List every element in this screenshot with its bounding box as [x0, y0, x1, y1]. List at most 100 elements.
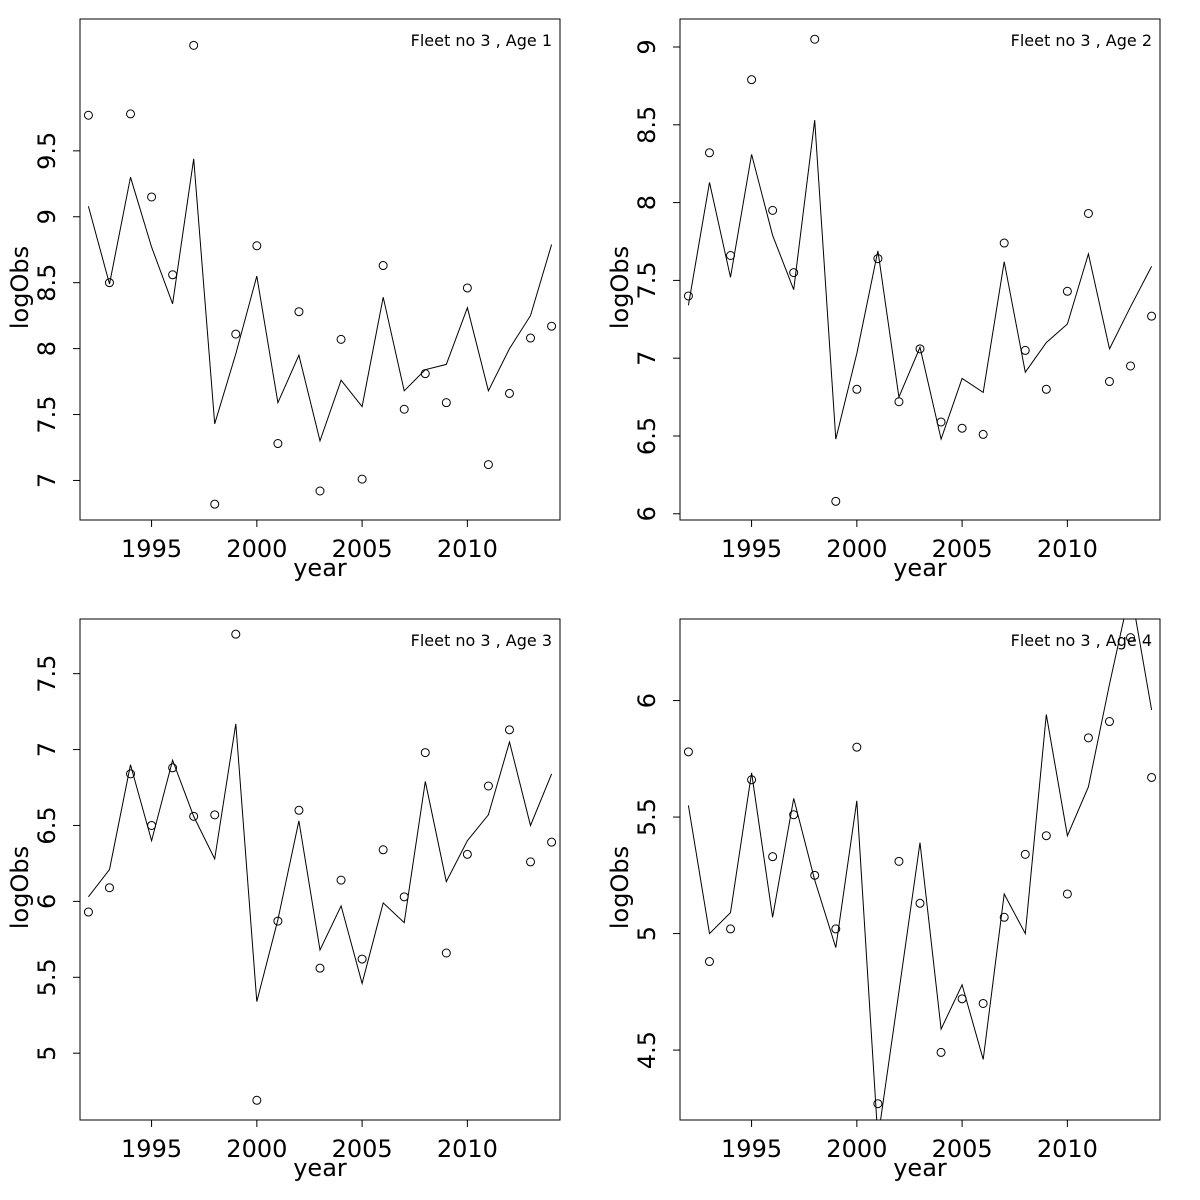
observation-point: [231, 629, 241, 639]
observation-point: [273, 439, 283, 449]
observation-point: [147, 192, 157, 202]
x-tick-label: 2005: [332, 535, 393, 563]
plot-area: [683, 34, 1157, 506]
observation-point: [189, 40, 199, 50]
observation-point: [1147, 311, 1157, 321]
observation-point: [294, 307, 304, 317]
y-tick-label: 7: [33, 742, 61, 757]
observation-point: [357, 954, 367, 964]
observation-point: [378, 845, 388, 855]
observation-point: [1062, 286, 1072, 296]
observation-point: [526, 333, 536, 343]
observation-point: [747, 75, 757, 85]
plot-frame: [79, 18, 561, 521]
panel-annotation: Fleet no 3 , Age 1: [411, 31, 552, 50]
observation-point: [231, 329, 241, 339]
observation-point: [726, 924, 736, 934]
plot-area: [83, 629, 557, 1105]
panel-annotation: Fleet no 3 , Age 3: [411, 631, 552, 650]
observation-point: [704, 957, 714, 967]
observation-point: [810, 870, 820, 880]
plot-frame: [679, 618, 1161, 1121]
observation-point: [999, 912, 1009, 922]
observation-point: [1041, 384, 1051, 394]
plot-area: [683, 619, 1157, 1120]
y-tick-label: 9.5: [33, 132, 61, 170]
panel-1: 1995 2000 2005 2010 7 7.5 8 8.5 9 9.5 year logObs Fl…: [6, 18, 561, 582]
observation-point: [83, 907, 93, 917]
y-tick-label: 5: [33, 1046, 61, 1061]
observation-point: [252, 241, 262, 251]
fitted-line: [687, 120, 1153, 441]
y-tick-label: 6: [633, 506, 661, 521]
y-tick-label: 8.5: [33, 264, 61, 302]
observation-point: [1041, 831, 1051, 841]
x-tick-label: 2005: [932, 535, 993, 563]
y-tick-label: 7: [33, 473, 61, 488]
x-tick-label: 1995: [121, 1135, 182, 1163]
observation-point: [1062, 889, 1072, 899]
plot-frame: [679, 18, 1161, 521]
observation-point: [399, 892, 409, 902]
observation-point: [104, 278, 114, 288]
observation-point: [747, 775, 757, 785]
panel-2: 1995 2000 2005 2010 6 6.5 7 7.5 8 8.5 9 year logObs F…: [606, 18, 1161, 582]
observation-point: [336, 875, 346, 885]
x-tick-label: 1995: [121, 535, 182, 563]
observation-point: [768, 205, 778, 215]
y-tick-label: 7.5: [33, 395, 61, 433]
observation-point: [336, 334, 346, 344]
observation-point: [852, 384, 862, 394]
y-tick-label: 5.5: [33, 958, 61, 996]
observation-point: [915, 344, 925, 354]
observation-point: [915, 898, 925, 908]
observation-point: [810, 34, 820, 44]
observation-point: [378, 261, 388, 271]
observation-point: [126, 109, 136, 119]
observation-point: [936, 1047, 946, 1057]
observation-point: [441, 948, 451, 958]
observation-point: [252, 1095, 262, 1105]
observation-point: [1083, 208, 1093, 218]
observation-point: [526, 857, 536, 867]
observation-point: [547, 321, 557, 331]
y-tick-label: 9: [33, 209, 61, 224]
y-tick-label: 7: [633, 351, 661, 366]
x-tick-label: 1995: [721, 535, 782, 563]
x-tick-label: 1995: [721, 1135, 782, 1163]
x-tick-label: 2000: [826, 535, 887, 563]
x-axis-title: year: [893, 554, 947, 582]
y-axis-title: logObs: [606, 246, 634, 329]
observation-point: [399, 404, 409, 414]
panel-annotation: Fleet no 3 , Age 2: [1011, 31, 1152, 50]
fitted-line: [88, 723, 553, 1002]
x-tick-label: 2000: [826, 1135, 887, 1163]
x-tick-label: 2010: [1037, 1135, 1098, 1163]
observation-point: [83, 110, 93, 120]
y-tick-label: 8: [633, 195, 661, 210]
observation-point: [420, 748, 430, 758]
y-tick-label: 7.5: [633, 261, 661, 299]
observation-point: [894, 856, 904, 866]
observation-point: [315, 486, 325, 496]
observation-point: [1126, 633, 1136, 643]
observation-point: [357, 474, 367, 484]
x-tick-label: 2010: [1037, 535, 1098, 563]
x-tick-label: 2010: [437, 535, 498, 563]
observation-point: [547, 837, 557, 847]
x-tick-label: 2000: [226, 1135, 287, 1163]
y-tick-label: 6.5: [633, 417, 661, 455]
observation-point: [873, 254, 883, 264]
y-axis-title: logObs: [6, 246, 34, 329]
y-tick-label: 6: [633, 693, 661, 708]
observation-point: [273, 916, 283, 926]
y-axis-title: logObs: [6, 846, 34, 929]
panel-4: 1995 2000 2005 2010 4.5 5 5.5 6 year logObs Fleet …: [606, 618, 1161, 1182]
observation-point: [168, 763, 178, 773]
observation-point: [1147, 772, 1157, 782]
observation-point: [831, 496, 841, 506]
observation-point: [294, 805, 304, 815]
observation-point: [978, 998, 988, 1008]
y-tick-label: 7.5: [33, 655, 61, 693]
